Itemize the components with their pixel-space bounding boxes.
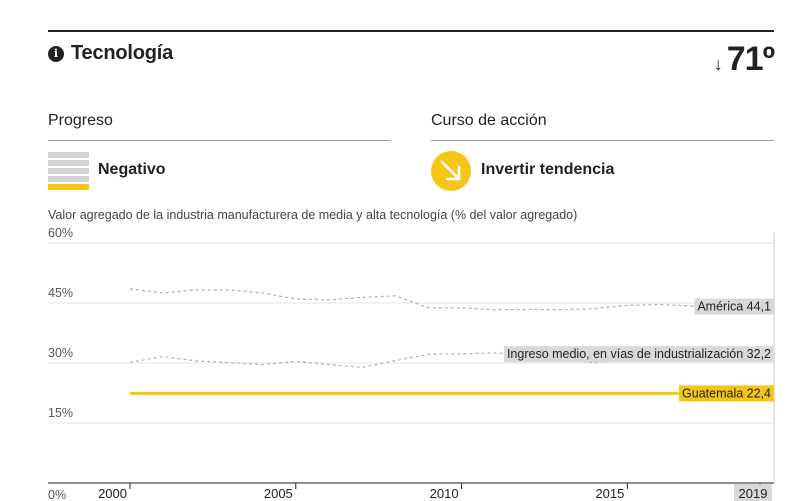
series-label-bg (679, 385, 774, 402)
y-tick-label: 15% (48, 406, 73, 420)
x-tick-label: 2015 (595, 486, 624, 501)
progress-heading: Progreso (48, 112, 113, 129)
series-end-label: América 44,1 (697, 300, 771, 314)
info-icon[interactable]: i (48, 45, 64, 62)
rank-down-arrow-icon: ↓ (713, 54, 723, 74)
section-header: i Tecnología (48, 42, 173, 65)
rank-value: 71º (726, 40, 775, 78)
arrow-down-right-icon (431, 151, 471, 191)
action-label: Invertir tendencia (481, 161, 615, 178)
progress-level-bar (48, 152, 89, 158)
y-tick-label: 60% (48, 228, 73, 240)
progress-level-bar (48, 168, 89, 174)
y-tick-label: 45% (48, 286, 73, 300)
x-tick-label: 2005 (264, 486, 293, 501)
progress-level-bar (48, 176, 89, 182)
y-tick-label: 30% (48, 346, 73, 360)
section-title: Tecnología (71, 42, 174, 64)
progress-bars-icon (48, 152, 89, 190)
progress-label: Negativo (98, 161, 166, 178)
x-tick-highlight (734, 484, 772, 501)
y-tick-label: 0% (48, 488, 66, 501)
rank-display: ↓ 71º (713, 40, 775, 79)
action-rule (431, 140, 774, 141)
top-rule (48, 30, 774, 32)
x-tick-label: 2010 (430, 486, 459, 501)
series-end-label: Guatemala 22,4 (682, 386, 771, 400)
x-tick-label: 2019 (739, 486, 768, 501)
line-chart: 60% 45% 30% 15% 0% 2000 2005 2010 2015 2019 Améric… (48, 228, 775, 501)
chart-title: Valor agregado de la industria manufactu… (48, 208, 578, 222)
progress-rule (48, 140, 391, 141)
action-heading: Curso de acción (431, 112, 547, 129)
progress-level-bar (48, 184, 89, 190)
series-label-bg (694, 298, 774, 315)
x-tick-label: 2000 (98, 486, 127, 501)
progress-level-bar (48, 160, 89, 166)
series-line (129, 288, 761, 311)
series-label-bg (503, 346, 774, 363)
series-end-label: Ingreso medio, en vías de industrializac… (507, 347, 771, 361)
